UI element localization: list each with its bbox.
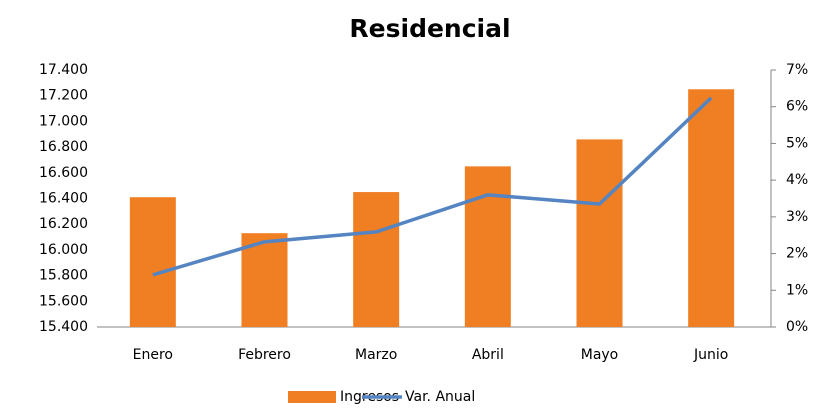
y2-tick-label: 3% [786,209,808,225]
bar [353,192,400,327]
y2-tick-label: 0% [786,319,808,335]
y-tick-label: 15.800 [39,268,88,284]
x-tick-label: Febrero [238,347,291,363]
chart-title: Residencial [349,14,510,43]
bar [576,139,623,327]
y2-tick-label: 6% [786,99,808,115]
bar [688,89,735,328]
x-tick-label: Enero [133,347,173,363]
y2-tick-label: 2% [786,246,808,262]
y2-tick-label: 4% [786,172,808,188]
y-tick-label: 15.600 [39,293,88,309]
y2-tick-label: 1% [786,282,808,298]
y-tick-label: 16.000 [39,242,88,258]
legend-label: Var. Anual [405,389,475,405]
y-tick-label: 16.800 [39,139,88,155]
y-tick-label: 16.200 [39,216,88,232]
y-tick-label: 17.200 [39,88,88,104]
x-tick-label: Mayo [581,347,619,363]
legend-swatch [288,391,336,403]
y2-tick-label: 7% [786,62,808,78]
y-tick-label: 17.000 [39,113,88,129]
bar [241,233,288,327]
x-tick-label: Junio [693,347,728,363]
y2-tick-label: 5% [786,135,808,151]
x-tick-label: Abril [472,347,504,363]
y-tick-label: 15.400 [39,319,88,335]
bar [464,166,511,327]
line [152,96,713,277]
x-tick-label: Marzo [355,347,397,363]
y-tick-label: 16.600 [39,165,88,181]
bar [129,197,176,327]
y-tick-label: 16.400 [39,191,88,207]
y-tick-label: 17.400 [39,62,88,78]
